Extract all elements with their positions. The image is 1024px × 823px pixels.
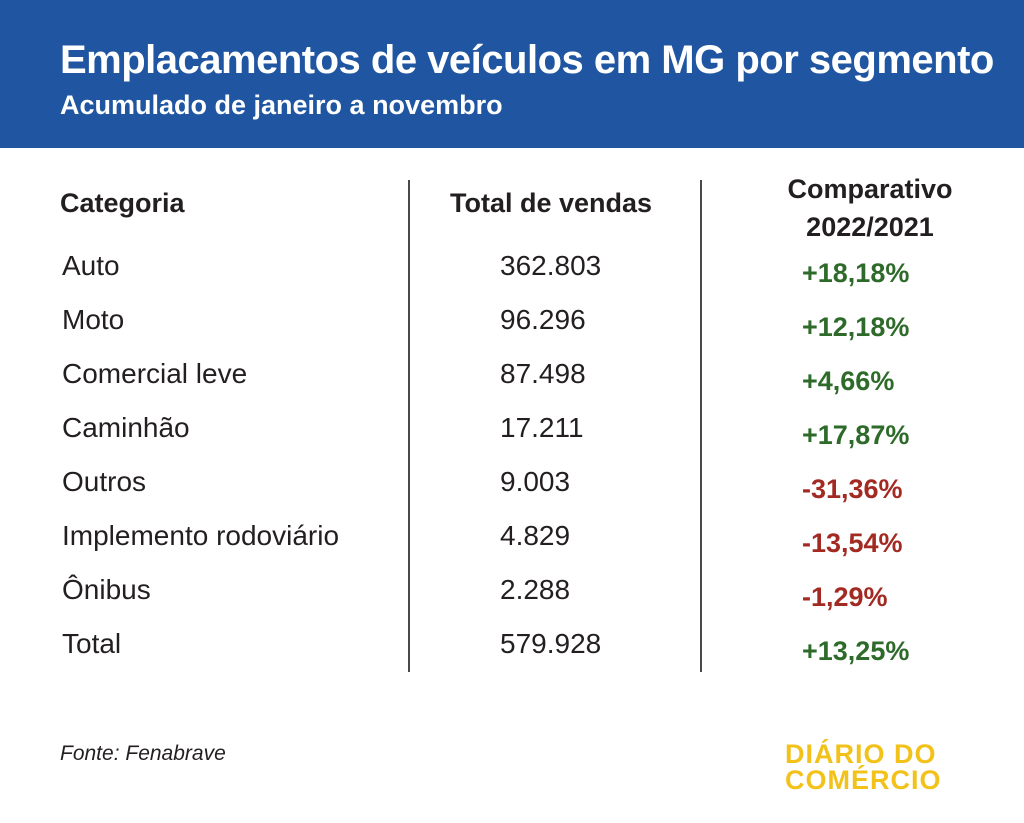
publisher-logo: DIÁRIO DO COMÉRCIO: [785, 739, 942, 795]
table-row: Ônibus 2.288 -1,29%: [0, 574, 1024, 628]
page-subtitle: Acumulado de janeiro a novembro: [60, 90, 503, 120]
row-comparison: +12,18%: [802, 312, 910, 342]
column-header-comparison: Comparativo 2022/2021: [770, 170, 970, 246]
column-header-category: Categoria: [60, 188, 185, 218]
page-title: Emplacamentos de veículos em MG por segm…: [60, 38, 994, 82]
row-comparison: +18,18%: [802, 258, 910, 288]
source-note: Fonte: Fenabrave: [60, 742, 226, 765]
row-total: 17.211: [500, 412, 584, 443]
header-banner: Emplacamentos de veículos em MG por segm…: [0, 0, 1024, 148]
table-row: Implemento rodoviário 4.829 -13,54%: [0, 520, 1024, 574]
logo-line-2: COMÉRCIO: [785, 765, 942, 795]
row-comparison: +17,87%: [802, 420, 910, 450]
row-total: 87.498: [500, 358, 586, 389]
row-category: Moto: [62, 304, 125, 335]
row-category: Auto: [62, 250, 120, 281]
column-header-comparison-line1: Comparativo: [787, 174, 953, 204]
row-comparison: -1,29%: [802, 582, 888, 612]
row-category: Implemento rodoviário: [62, 520, 340, 551]
row-category: Ônibus: [62, 574, 151, 605]
row-total: 9.003: [500, 466, 571, 497]
table-row: Outros 9.003 -31,36%: [0, 466, 1024, 520]
row-category: Outros: [62, 466, 147, 497]
table-row: Auto 362.803 +18,18%: [0, 250, 1024, 304]
column-header-total: Total de vendas: [450, 188, 653, 218]
table-row: Moto 96.296 +12,18%: [0, 304, 1024, 358]
column-header-comparison-line2: 2022/2021: [806, 212, 934, 242]
row-total: 362.803: [500, 250, 602, 281]
logo-line-1: DIÁRIO DO: [785, 739, 937, 769]
row-comparison: +13,25%: [802, 636, 910, 666]
column-divider-1: [408, 180, 410, 672]
table-row: Comercial leve 87.498 +4,66%: [0, 358, 1024, 412]
row-comparison: +4,66%: [802, 366, 895, 396]
row-total: 2.288: [500, 574, 571, 605]
row-category: Total: [62, 628, 122, 659]
row-category: Comercial leve: [62, 358, 248, 389]
table-row-total: Total 579.928 +13,25%: [0, 628, 1024, 682]
row-comparison: -13,54%: [802, 528, 903, 558]
row-total: 579.928: [500, 628, 602, 659]
column-divider-2: [700, 180, 702, 672]
table-row: Caminhão 17.211 +17,87%: [0, 412, 1024, 466]
row-comparison: -31,36%: [802, 474, 903, 504]
row-total: 4.829: [500, 520, 571, 551]
row-total: 96.296: [500, 304, 586, 335]
row-category: Caminhão: [62, 412, 190, 443]
